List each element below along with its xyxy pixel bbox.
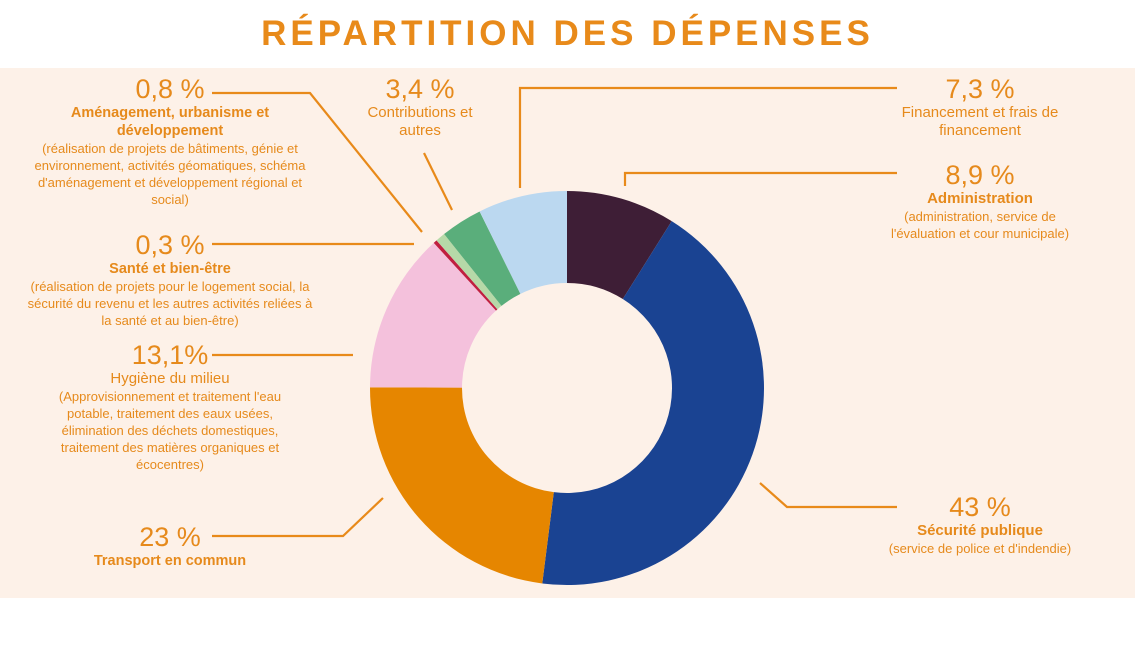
label-amenagement: 0,8 % Aménagement, urbanisme et développ… — [20, 74, 320, 208]
category-name: Hygiène du milieu — [110, 370, 230, 387]
label-administration: 8,9 % Administration (administration, se… — [870, 160, 1090, 242]
category-name: Santé et bien-être — [109, 261, 231, 277]
chart-title: RÉPARTITION DES DÉPENSES — [261, 14, 874, 53]
pct-value: 8,9 % — [945, 160, 1015, 190]
leader-line-administration — [623, 171, 897, 186]
category-desc: (service de police et d'indendie) — [888, 541, 1072, 556]
donut-slice-transport — [370, 387, 554, 584]
pct-value: 23 % — [139, 522, 201, 552]
leader-line-securite — [759, 482, 897, 509]
donut-slice-administration — [567, 191, 672, 300]
label-sante: 0,3 % Santé et bien-être (réalisation de… — [20, 230, 320, 329]
label-securite: 43 % Sécurité publique (service de polic… — [855, 492, 1105, 557]
donut-slice-aménagement — [436, 234, 502, 310]
label-contributions: 3,4 % Contributions et autres — [345, 74, 495, 140]
category-name: Financement et frais de financement — [901, 104, 1059, 139]
leader-line-financement — [518, 86, 897, 188]
label-transport: 23 % Transport en commun — [20, 522, 320, 570]
pct-value: 7,3 % — [945, 74, 1015, 104]
donut-slice-sécurité — [542, 221, 764, 585]
category-name: Sécurité publique — [917, 522, 1043, 539]
pct-value: 0,8 % — [135, 74, 205, 104]
category-name: Administration — [927, 190, 1033, 207]
leader-line-transport — [212, 497, 384, 538]
category-desc: (administration, service de l'évaluation… — [890, 209, 1070, 241]
category-name: Transport en commun — [93, 553, 247, 569]
category-desc: (réalisation de projets de bâtiments, gé… — [34, 141, 306, 207]
donut-slice-santé — [433, 240, 498, 311]
donut-slice-contributions — [444, 211, 521, 306]
category-desc: (Approvisionnement et traitement l'eau p… — [58, 389, 282, 472]
pct-value: 13,1% — [131, 340, 209, 370]
leader-line-amenagement — [212, 91, 423, 233]
pct-value: 0,3 % — [135, 230, 205, 260]
category-name: Aménagement, urbanisme et développement — [70, 105, 270, 139]
pct-value: 43 % — [949, 492, 1011, 522]
category-name: Contributions et autres — [367, 104, 473, 139]
label-financement: 7,3 % Financement et frais de financemen… — [870, 74, 1090, 140]
leader-line-contributions — [423, 152, 453, 211]
pct-value: 3,4 % — [385, 74, 455, 104]
donut-slice-financement — [479, 191, 567, 294]
category-desc: (réalisation de projets pour le logement… — [27, 279, 313, 328]
donut-slice-hygiène — [370, 242, 496, 388]
label-hygiene: 13,1% Hygiène du milieu (Approvisionneme… — [20, 340, 320, 473]
